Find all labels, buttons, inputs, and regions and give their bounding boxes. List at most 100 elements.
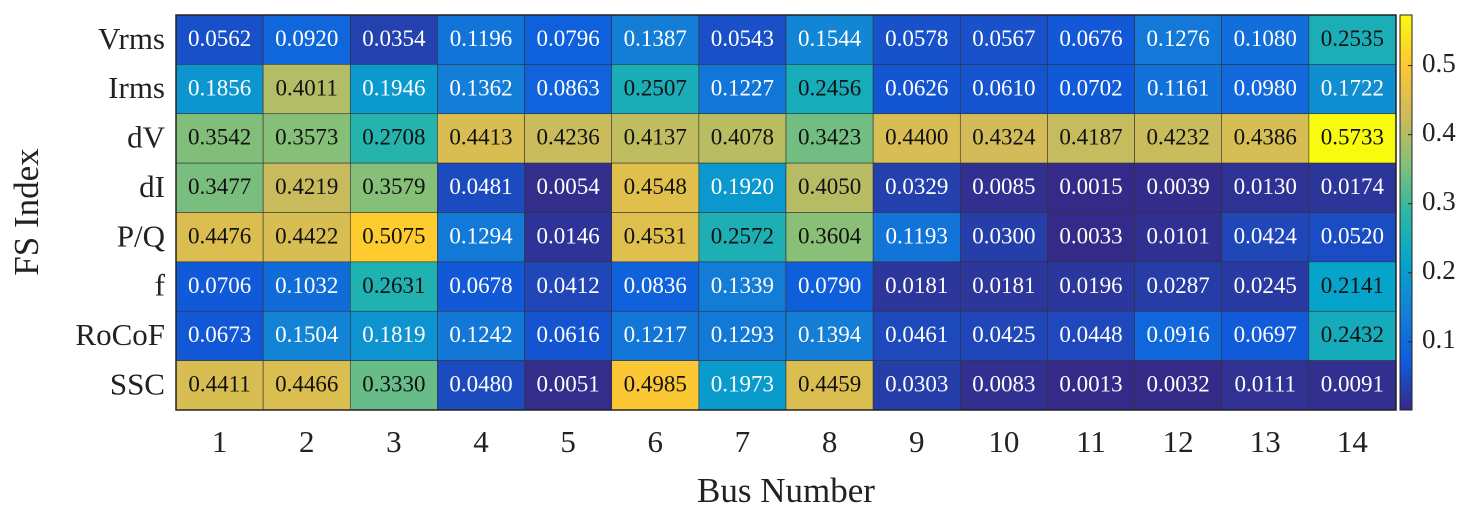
heatmap-cell: [872, 360, 961, 411]
heatmap-cell: [872, 113, 961, 164]
heatmap-cell: [1221, 64, 1310, 115]
x-tick-label: 3: [386, 424, 402, 459]
cell-label: 0.0033: [1059, 223, 1122, 248]
heatmap-cell: [175, 14, 264, 65]
cell-label: 0.0354: [362, 26, 426, 51]
heatmap-cell: [1047, 261, 1135, 312]
heatmap-cell: [437, 310, 525, 361]
cell-label: 0.0111: [1235, 372, 1297, 397]
cell-label: 0.0245: [1234, 273, 1297, 298]
cell-label: 0.3330: [362, 372, 425, 397]
cell-label: 0.0174: [1321, 174, 1385, 199]
y-tick-label: P/Q: [117, 218, 165, 253]
cell-label: 0.4413: [449, 125, 512, 150]
heatmap-cell: [1134, 261, 1223, 312]
cell-label: 0.0425: [972, 322, 1035, 347]
heatmap-cell: [349, 64, 438, 115]
heatmap-cell: [1047, 212, 1135, 263]
cell-label: 0.2535: [1321, 26, 1384, 51]
cell-label: 0.0480: [449, 372, 512, 397]
heatmap-cell: [785, 113, 874, 164]
x-tick-label: 4: [473, 424, 489, 459]
heatmap-cell: [698, 162, 787, 213]
cell-label: 0.0920: [275, 26, 338, 51]
cell-label: 0.3573: [275, 125, 338, 150]
x-tick-label: 6: [648, 424, 664, 459]
cell-label: 0.0706: [188, 273, 251, 298]
cell-label: 0.0196: [1059, 273, 1122, 298]
cell-label: 0.0461: [885, 322, 948, 347]
cell-label: 0.0287: [1147, 273, 1210, 298]
y-axis-title: FS Index: [7, 148, 46, 276]
x-tick-label: 5: [560, 424, 576, 459]
cell-label: 0.2631: [362, 273, 425, 298]
y-tick-label: dV: [127, 120, 166, 155]
heatmap-cell: [437, 64, 525, 115]
cell-label: 0.0303: [885, 372, 948, 397]
cell-label: 0.1227: [711, 75, 774, 100]
cell-label: 0.1217: [624, 322, 687, 347]
cell-label: 0.4324: [972, 125, 1036, 150]
cell-label: 0.2141: [1321, 273, 1384, 298]
cell-label: 0.2572: [711, 223, 774, 248]
cell-label: 0.3579: [362, 174, 425, 199]
cell-label: 0.2456: [798, 75, 861, 100]
colorbar-tick-label: 0.3: [1422, 186, 1456, 216]
cell-label: 0.3423: [798, 125, 861, 150]
cell-label: 0.4219: [275, 174, 338, 199]
heatmap-cell: [959, 360, 1048, 411]
x-tick-label: 7: [735, 424, 751, 459]
heatmap-cell: [698, 310, 787, 361]
cell-label: 0.0520: [1321, 223, 1384, 248]
cell-label: 0.2432: [1321, 322, 1384, 347]
heatmap-cell: [349, 310, 438, 361]
cell-label: 0.1196: [450, 26, 512, 51]
y-tick-label: SSC: [110, 366, 165, 401]
cell-label: 0.0051: [537, 372, 600, 397]
heatmap-cell: [698, 360, 787, 411]
cell-label: 0.0329: [885, 174, 948, 199]
cell-label: 0.5733: [1321, 125, 1384, 150]
cell-label: 0.0130: [1234, 174, 1297, 199]
cell-label: 0.0181: [885, 273, 948, 298]
heatmap-cell: [698, 64, 787, 115]
cell-label: 0.0702: [1059, 75, 1122, 100]
y-tick-label: Irms: [108, 70, 165, 105]
cell-label: 0.1387: [624, 26, 687, 51]
heatmap-cell: [262, 14, 351, 65]
cell-label: 0.0013: [1059, 372, 1122, 397]
cell-label: 0.1722: [1321, 75, 1384, 100]
y-tick-label: Vrms: [98, 21, 165, 56]
heatmap-cell: [785, 162, 874, 213]
cell-label: 0.4232: [1147, 125, 1210, 150]
x-tick-label: 12: [1163, 424, 1194, 459]
heatmap-cell: [524, 64, 613, 115]
heatmap-cell: [1134, 113, 1223, 164]
cell-label: 0.0578: [885, 26, 948, 51]
cell-label: 0.0091: [1321, 372, 1384, 397]
heatmap-cell: [611, 360, 700, 411]
cell-label: 0.3542: [188, 125, 251, 150]
heatmap-cell: [1221, 162, 1310, 213]
heatmap-cell: [349, 261, 438, 312]
heatmap-cell: [262, 64, 351, 115]
cell-label: 0.4050: [798, 174, 861, 199]
heatmap-cell: [524, 14, 613, 65]
colorbar: [1399, 14, 1413, 411]
cell-label: 0.0980: [1234, 75, 1297, 100]
cell-label: 0.0916: [1147, 322, 1210, 347]
heatmap-cell: [262, 310, 351, 361]
heatmap-cell: [175, 162, 264, 213]
cell-label: 0.3477: [188, 174, 251, 199]
heatmap-cell: [1047, 162, 1135, 213]
cell-label: 0.3604: [798, 223, 862, 248]
cell-label: 0.1856: [188, 75, 251, 100]
heatmap-cell: [1134, 310, 1223, 361]
heatmap-cell: [524, 360, 613, 411]
colorbar-tick-label: 0.4: [1422, 117, 1456, 147]
cell-label: 0.1293: [711, 322, 774, 347]
x-tick-label: 9: [909, 424, 925, 459]
heatmap-cell: [524, 162, 613, 213]
heatmap-cell: [349, 113, 438, 164]
heatmap-cell: [1308, 64, 1397, 115]
